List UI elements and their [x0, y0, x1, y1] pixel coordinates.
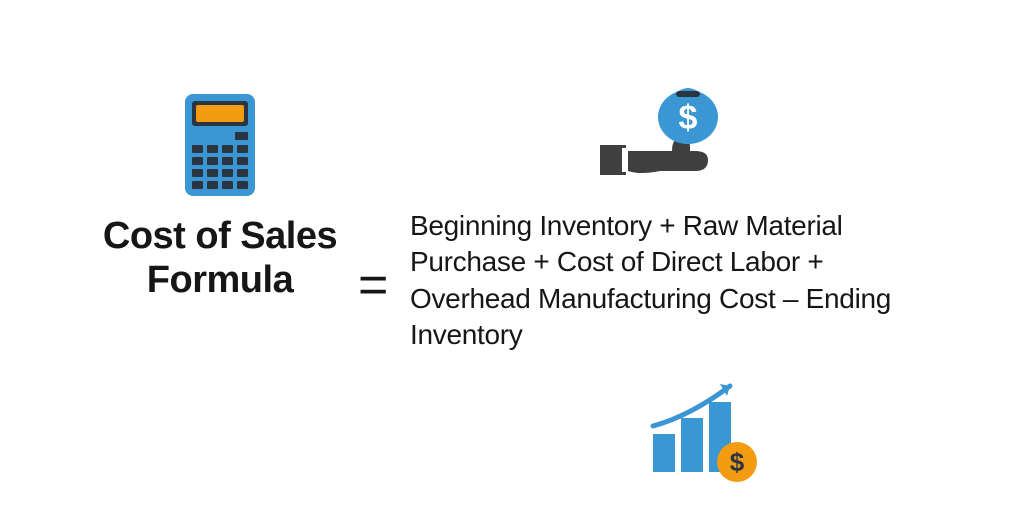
money-bag-hand-icon: $ — [410, 75, 930, 190]
left-block: Cost of SalesFormula — [75, 90, 365, 302]
svg-text:$: $ — [730, 447, 745, 477]
growth-chart-coin-icon: $ — [445, 374, 965, 489]
right-block: $ Beginning Inventory + Raw Material Pur… — [410, 75, 930, 489]
formula-text: Beginning Inventory + Raw Material Purch… — [410, 208, 930, 354]
infographic-container: Cost of SalesFormula = $ Begin — [0, 0, 1018, 507]
calculator-icon — [181, 90, 259, 205]
formula-title: Cost of SalesFormula — [75, 215, 365, 302]
equals-sign: = — [358, 255, 388, 315]
svg-text:$: $ — [679, 99, 698, 137]
